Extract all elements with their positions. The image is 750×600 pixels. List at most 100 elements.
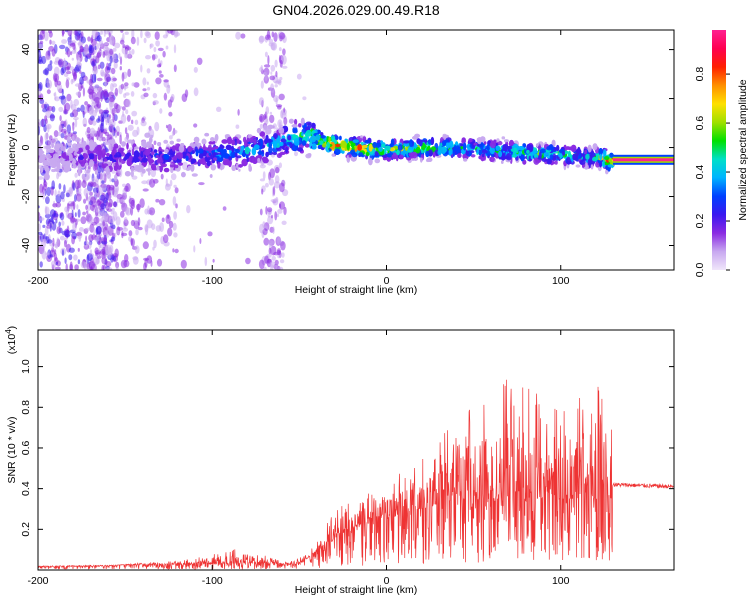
spectrogram-cell	[272, 198, 279, 206]
spectrogram-cell	[584, 149, 588, 155]
spectrogram-cell	[198, 153, 204, 159]
spectrogram-cell	[106, 153, 110, 157]
spectrogram-cell	[139, 198, 145, 209]
spectrogram-cell	[448, 148, 454, 155]
spectrogram-cell	[61, 39, 68, 44]
spectrogram-cell	[130, 219, 135, 227]
spectrogram-cell	[259, 178, 265, 182]
spectrogram-cell	[137, 226, 143, 231]
spectrogram-cell	[274, 80, 281, 85]
spectrogram-cell	[68, 254, 73, 261]
spectrogram-cell	[173, 184, 177, 188]
spectrogram-cell	[522, 159, 527, 165]
spectrogram-cell	[76, 193, 82, 202]
colorbar-gradient	[712, 30, 726, 270]
spectrogram-cell	[195, 149, 199, 157]
spectrogram-cell	[296, 73, 302, 80]
spectrogram-cell	[546, 158, 552, 165]
spectrogram-cell	[104, 79, 107, 88]
spectrogram-cell	[307, 153, 312, 157]
spectrogram-cell	[136, 36, 140, 46]
spectrogram-cell	[167, 30, 174, 34]
spectrogram-cell	[102, 212, 109, 223]
spectrogram-cell	[45, 145, 52, 150]
snr-x-tick-label: 100	[552, 575, 570, 587]
spectrogram-cell	[265, 127, 272, 135]
spectrogram-cell	[80, 161, 85, 167]
spectrogram-cell	[40, 154, 46, 159]
spectrogram-cell	[120, 30, 124, 33]
spectrogram-cell	[554, 147, 557, 152]
spectrogram-cell	[281, 252, 285, 258]
spectrogram-cell	[89, 115, 95, 121]
spectrogram-y-tick-label: 0	[20, 144, 32, 150]
spectrogram-cell	[99, 135, 102, 142]
spectrogram-cell	[78, 156, 84, 160]
spectrogram-cell	[526, 149, 530, 154]
spectrogram-cell	[262, 171, 266, 180]
spectrogram-cell	[61, 220, 65, 226]
spectrogram-cell	[506, 146, 513, 150]
spectrogram-cell	[123, 157, 127, 161]
spectrogram-cell	[46, 186, 51, 197]
spectrogram-cell	[278, 47, 282, 52]
spectrogram-cell	[124, 153, 130, 158]
spectrogram-cell	[140, 64, 143, 73]
spectrogram-cell	[67, 142, 72, 147]
spectrogram-cell	[82, 87, 85, 97]
spectrogram-cell	[119, 39, 125, 45]
spectrogram-cell	[364, 139, 371, 144]
spectrogram-cell	[128, 50, 132, 58]
spectrogram-cell	[281, 220, 287, 225]
spectrogram-cell	[100, 116, 105, 127]
spectrogram-cell	[546, 146, 552, 151]
spectrogram-cell	[87, 36, 91, 42]
spectrogram-cell	[152, 92, 158, 99]
spectrogram-cell	[143, 92, 149, 98]
spectrogram-cell	[52, 213, 59, 218]
spectrogram-cell	[42, 69, 49, 75]
spectrogram-cell	[216, 106, 222, 113]
spectrogram-cell	[131, 119, 134, 125]
spectrogram-cell	[344, 144, 348, 151]
spectrogram-cell	[56, 237, 60, 244]
spectrogram-cell	[221, 139, 228, 144]
spectrogram-cell	[605, 169, 609, 175]
spectrogram-cell	[152, 100, 159, 105]
spectrogram-cell	[84, 55, 89, 63]
spectrogram-cell	[331, 139, 337, 143]
spectrogram-cell	[444, 134, 449, 138]
spectrogram-cell	[191, 150, 195, 154]
spectrogram-cell	[70, 78, 74, 85]
spectrogram-cell	[163, 92, 168, 101]
spectrogram-cell	[396, 149, 399, 155]
spectrogram-cell	[311, 122, 316, 129]
spectrogram-marks	[38, 30, 674, 270]
spectrogram-cell	[38, 88, 41, 96]
snr-ylabel: SNR (10 * v/v)	[6, 416, 18, 483]
spectrogram-cell	[122, 110, 125, 118]
spectrogram-cell	[160, 173, 164, 180]
spectrogram-cell	[495, 145, 501, 151]
spectrogram-cell	[426, 157, 433, 162]
spectrogram-cell	[111, 178, 115, 183]
spectrogram-cell	[82, 140, 87, 148]
spectrogram-cell	[446, 142, 450, 149]
spectrogram-cell	[140, 30, 143, 39]
spectrogram-cell	[124, 31, 129, 35]
spectrogram-cell	[212, 258, 215, 263]
spectrogram-cell	[587, 144, 592, 153]
spectrogram-cell	[159, 222, 165, 233]
spectrogram-cell	[77, 209, 81, 218]
spectrogram-cell	[96, 130, 99, 141]
spectrogram-cell	[124, 254, 129, 263]
spectrogram-cell	[266, 30, 271, 39]
spectrogram-cell	[260, 139, 264, 147]
spectrogram-cell	[97, 154, 102, 160]
spectrogram-cell	[131, 82, 135, 87]
spectrogram-cell	[61, 33, 64, 37]
spectrogram-cell	[105, 246, 110, 255]
spectrogram-cell	[114, 87, 119, 97]
spectrogram-cell	[288, 118, 294, 124]
spectrogram-cell	[272, 123, 277, 130]
